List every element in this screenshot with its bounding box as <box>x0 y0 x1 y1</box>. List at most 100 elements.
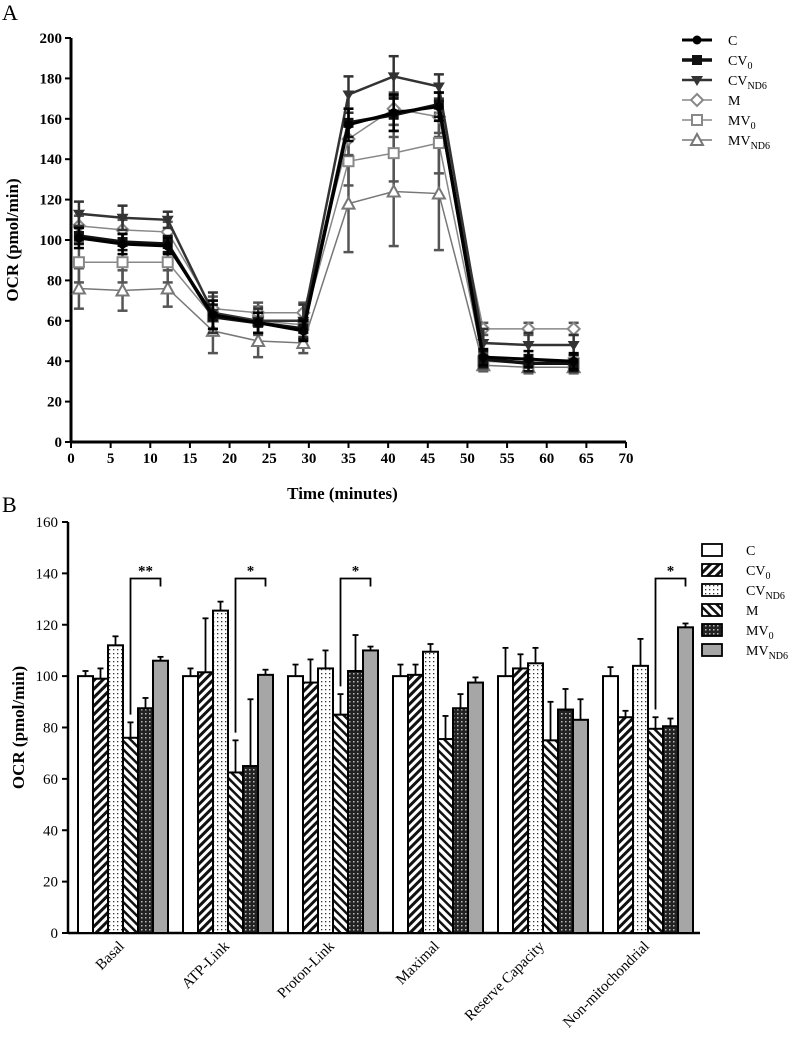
y-tick-label: 200 <box>40 31 63 47</box>
bar-group-atp-link <box>182 600 274 934</box>
legend-item: MVND6 <box>682 131 770 152</box>
bar-group-non-mitochondrial <box>602 622 694 935</box>
bar <box>152 659 169 935</box>
legend-label-sub: ND6 <box>751 141 770 152</box>
bar-group-basal <box>77 635 169 935</box>
bar <box>662 725 679 935</box>
legend-label: M <box>746 604 759 619</box>
legend-label: CVND6 <box>746 584 785 602</box>
x-tick-label: 30 <box>301 451 316 467</box>
bracket-line <box>339 577 372 687</box>
bar <box>677 626 694 934</box>
y-tick-label: 160 <box>40 112 63 128</box>
x-tick-label: Basal <box>93 939 128 974</box>
bar <box>122 736 139 935</box>
y-tick-label: 140 <box>40 152 63 168</box>
marker-circle <box>253 318 263 328</box>
x-tick-label: 45 <box>420 451 435 467</box>
bar <box>227 771 244 934</box>
x-tick-label: 35 <box>341 451 356 467</box>
legend-label: CV0 <box>746 564 770 582</box>
marker-triangle-down <box>116 213 129 224</box>
marker-diamond <box>689 92 705 108</box>
legend-item: CV0 <box>682 54 752 72</box>
bar <box>452 707 469 934</box>
marker-open-square <box>691 114 703 126</box>
legend-swatch <box>701 603 723 617</box>
x-tick-label: 10 <box>143 451 158 467</box>
marker-circle <box>389 108 399 118</box>
legend-label-main: MV <box>746 644 769 659</box>
legend-label-sub: 0 <box>751 121 756 132</box>
marker-circle <box>434 102 444 112</box>
bar <box>242 765 259 934</box>
x-axis-title: Time (minutes) <box>287 484 398 503</box>
bar <box>407 673 424 934</box>
x-tick-label: ATP-Link <box>179 938 233 992</box>
legend-label-main: MV <box>746 624 769 639</box>
bar <box>137 707 154 934</box>
x-tick-label: 5 <box>107 451 115 467</box>
y-tick-label: 140 <box>36 566 59 582</box>
bracket-line <box>234 577 267 733</box>
bar <box>422 650 439 934</box>
x-tick-label: 60 <box>539 451 554 467</box>
panel-label: A <box>2 0 18 25</box>
marker-open-triangle <box>295 334 311 350</box>
x-tick-label: 55 <box>500 451 515 467</box>
series-line <box>78 75 574 347</box>
marker-open-triangle <box>431 185 447 200</box>
y-tick-label: 100 <box>40 233 63 249</box>
y-tick-label: 0 <box>55 435 63 451</box>
significance-bracket: * <box>234 564 267 733</box>
y-tick-label: 20 <box>47 395 62 411</box>
marker-triangle-down <box>432 82 445 93</box>
marker-diamond <box>566 321 582 337</box>
legend-label: MVND6 <box>746 644 788 662</box>
x-tick-label: 50 <box>460 451 475 467</box>
legend-swatch <box>701 623 723 637</box>
y-tick-label: 120 <box>40 193 63 209</box>
marker-circle <box>569 356 579 366</box>
series-line <box>78 102 574 365</box>
marker-circle <box>298 326 308 336</box>
bar <box>617 716 634 934</box>
legend-label-main: MV <box>728 134 751 149</box>
bar <box>392 675 409 934</box>
marker-circle <box>118 239 128 249</box>
x-tick-label: Non-mitochondrial <box>560 939 653 1032</box>
bar <box>347 669 364 934</box>
y-tick-label: 80 <box>47 273 62 289</box>
bar <box>497 675 514 934</box>
marker-open-triangle <box>250 332 266 347</box>
significance-bracket: ** <box>129 564 162 715</box>
bar <box>257 673 274 934</box>
y-tick-label: 120 <box>36 618 59 634</box>
legend-label-sub: ND6 <box>765 591 784 602</box>
legend-label-main: CV <box>746 564 765 579</box>
marker-triangle-down <box>161 215 174 226</box>
bar <box>557 708 574 934</box>
bar <box>527 662 544 934</box>
y-tick-label: 80 <box>43 721 58 737</box>
x-tick-label: 70 <box>619 451 634 467</box>
y-tick-label: 40 <box>47 354 62 370</box>
marker-triangle-down <box>522 341 535 352</box>
marker-circle <box>163 241 173 251</box>
legend-label-sub: 0 <box>747 61 752 72</box>
bar <box>107 644 124 934</box>
x-tick-label: Maximal <box>393 939 443 989</box>
bar <box>512 667 529 934</box>
marker-triangle-down <box>342 90 355 101</box>
legend-label-main: MV <box>728 114 751 129</box>
legend-item: MVND6 <box>701 643 788 662</box>
series-m <box>71 91 582 337</box>
legend-label-sub: ND6 <box>747 81 766 92</box>
bar <box>182 675 199 934</box>
panel-a: A 0 20 40 60 80 100 120 140 160 180 200 0 5 10 15 20 25 30… <box>2 0 770 503</box>
legend-label-main: C <box>728 34 737 49</box>
significance-label: * <box>247 564 255 580</box>
significance-label: * <box>667 564 675 580</box>
marker-open-triangle <box>160 280 176 295</box>
